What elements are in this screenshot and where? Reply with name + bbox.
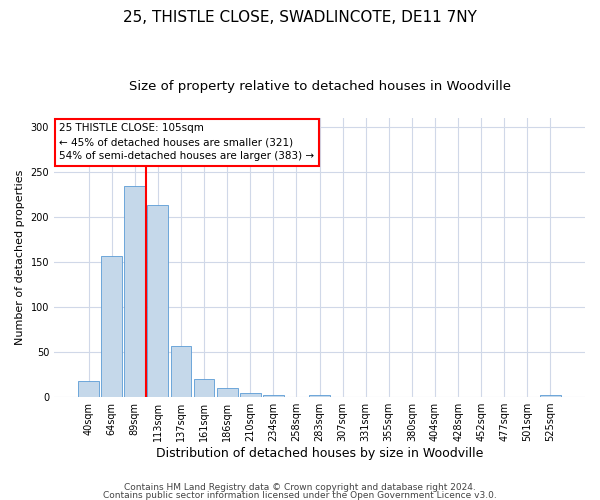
X-axis label: Distribution of detached houses by size in Woodville: Distribution of detached houses by size … (156, 447, 483, 460)
Text: Contains HM Land Registry data © Crown copyright and database right 2024.: Contains HM Land Registry data © Crown c… (124, 484, 476, 492)
Text: 25, THISTLE CLOSE, SWADLINCOTE, DE11 7NY: 25, THISTLE CLOSE, SWADLINCOTE, DE11 7NY (123, 10, 477, 25)
Bar (263, 396, 284, 397)
Bar (240, 394, 260, 397)
Text: Contains public sector information licensed under the Open Government Licence v3: Contains public sector information licen… (103, 490, 497, 500)
Bar (101, 256, 122, 397)
Bar (540, 396, 561, 397)
Bar (309, 396, 330, 397)
Bar (124, 186, 145, 397)
Y-axis label: Number of detached properties: Number of detached properties (15, 170, 25, 345)
Bar (194, 379, 214, 397)
Bar (170, 346, 191, 397)
Bar (217, 388, 238, 397)
Title: Size of property relative to detached houses in Woodville: Size of property relative to detached ho… (128, 80, 511, 93)
Text: 25 THISTLE CLOSE: 105sqm
← 45% of detached houses are smaller (321)
54% of semi-: 25 THISTLE CLOSE: 105sqm ← 45% of detach… (59, 124, 314, 162)
Bar (78, 381, 99, 397)
Bar (148, 205, 168, 397)
